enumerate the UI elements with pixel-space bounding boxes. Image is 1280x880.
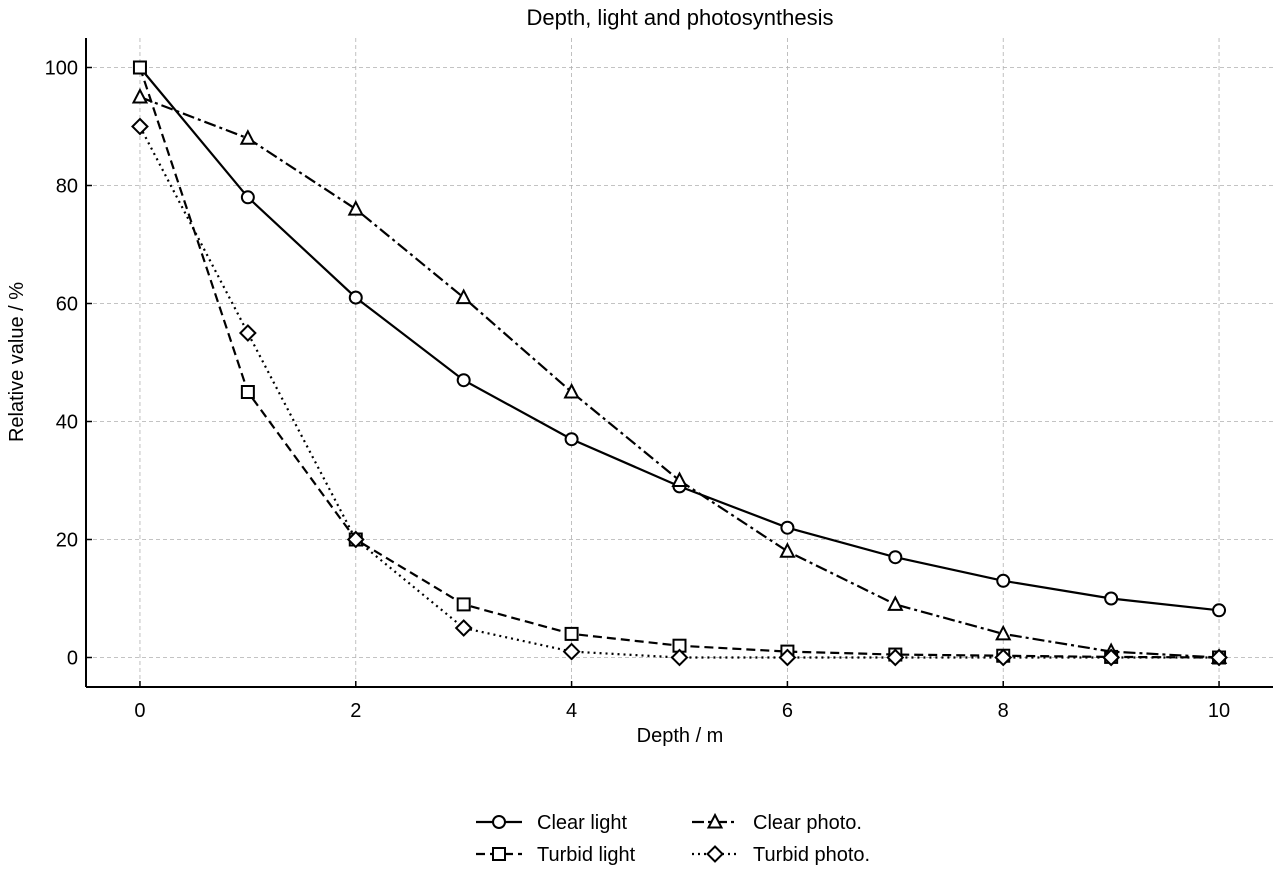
y-tick-label-4: 80	[56, 176, 78, 198]
x-tick-label-0: 0	[134, 700, 145, 722]
series-0-point-2	[348, 290, 363, 305]
legend-entry-2: Clear photo.	[692, 812, 862, 834]
series-3-point-4	[562, 642, 581, 661]
chart-title: Depth, light and photosynthesis	[527, 5, 834, 30]
series-2-point-3	[455, 288, 472, 305]
legend-entry-3: Turbid photo.	[692, 844, 870, 866]
series-group	[131, 60, 1228, 667]
series-3	[131, 117, 1228, 667]
series-0-point-7	[888, 550, 903, 565]
legend-label-3: Turbid photo.	[753, 844, 870, 866]
y-tick-label-2: 40	[56, 412, 78, 434]
series-2-point-7	[887, 595, 904, 611]
series-line-1	[138, 67, 1220, 659]
grid	[86, 38, 1273, 687]
series-3-point-10	[1210, 648, 1228, 667]
legend-label-2: Clear photo.	[753, 812, 862, 834]
series-0-point-10	[1212, 603, 1227, 618]
series-0-point-3	[456, 373, 471, 388]
series-2-point-4	[563, 382, 580, 399]
series-2-point-8	[995, 624, 1012, 641]
series-1-point-3	[456, 597, 471, 612]
legend-marker-3	[706, 845, 724, 863]
legend-marker-1	[492, 847, 506, 861]
y-tick-label-1: 20	[56, 530, 78, 552]
series-3-point-9	[1102, 648, 1121, 667]
series-3-point-7	[886, 648, 905, 667]
series-1-point-0	[132, 60, 147, 75]
x-tick-label-2: 4	[566, 700, 577, 722]
legend-label-1: Turbid light	[537, 844, 636, 866]
x-tick-label-5: 10	[1208, 700, 1230, 722]
series-line-0	[139, 66, 1220, 612]
series-3-point-0	[131, 117, 149, 136]
series-1-point-4	[564, 626, 579, 641]
series-2-point-2	[347, 199, 364, 216]
y-tick-label-3: 60	[56, 294, 78, 316]
y-tick-label-0: 0	[67, 648, 78, 670]
series-0-point-1	[240, 190, 255, 205]
y-axis-label: Relative value / %	[6, 282, 28, 442]
series-2-point-5	[671, 471, 688, 487]
series-2-point-1	[239, 129, 257, 145]
legend: Clear light Turbid light Clear photo. Turbi…	[476, 812, 870, 866]
series-line-2	[139, 95, 1220, 659]
series-3-point-2	[346, 530, 365, 549]
legend-marker-0	[492, 815, 506, 829]
series-0-point-6	[780, 520, 795, 535]
series-0-point-9	[1104, 591, 1119, 606]
series-3-point-6	[778, 648, 797, 667]
series-3-point-3	[454, 619, 473, 637]
series-line-3	[138, 125, 1220, 659]
x-tick-label-1: 2	[350, 700, 361, 722]
series-2	[131, 87, 1228, 664]
x-axis-label: Depth / m	[637, 725, 724, 747]
series-0-point-8	[996, 573, 1011, 588]
series-1-point-1	[240, 385, 255, 399]
legend-entry-0: Clear light	[476, 812, 627, 834]
series-1	[132, 60, 1227, 665]
series-3-point-5	[670, 648, 689, 667]
legend-marker-2	[706, 812, 724, 829]
y-tick-label-5: 100	[45, 58, 78, 80]
series-2-point-0	[131, 87, 149, 104]
x-tick-label-3: 6	[782, 700, 793, 722]
series-2-point-6	[779, 542, 796, 558]
series-0	[132, 60, 1227, 618]
legend-label-0: Clear light	[537, 812, 627, 834]
x-tick-label-4: 8	[998, 700, 1009, 722]
series-0-point-4	[564, 432, 579, 447]
series-3-point-8	[994, 648, 1013, 667]
legend-entry-1: Turbid light	[476, 844, 636, 866]
series-3-point-1	[238, 324, 257, 342]
